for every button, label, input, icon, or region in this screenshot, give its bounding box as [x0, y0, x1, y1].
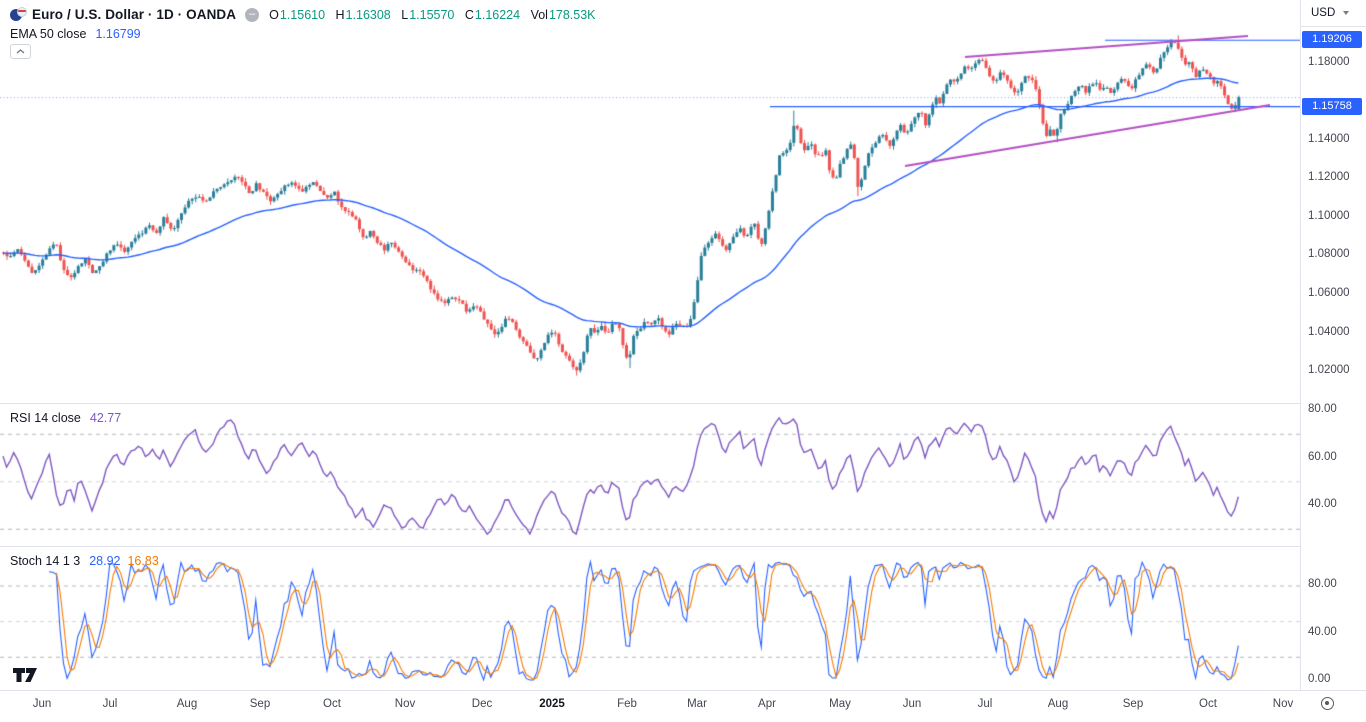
price-tick-label: 1.06000	[1308, 287, 1350, 299]
pane-separator[interactable]	[0, 403, 1366, 404]
price-tick-label: 1.04000	[1308, 325, 1350, 338]
time-tick-label: Mar	[687, 698, 707, 710]
ema-legend[interactable]: EMA 50 close 1.16799	[10, 27, 141, 41]
symbol-pair-icon	[10, 7, 27, 22]
time-tick-label: Aug	[1047, 698, 1069, 710]
price-tick-label: 1.02000	[1308, 364, 1350, 376]
stoch-d-value: 16.83	[127, 554, 159, 568]
stoch-tick-label: 0.00	[1308, 673, 1331, 686]
time-tick-label: Jun	[32, 698, 52, 710]
time-axis[interactable]: Jun Jul Aug Sep Oct Nov Dec 2025 Feb Mar Apr May Jun…	[0, 691, 1366, 722]
low-label: L	[401, 7, 409, 22]
high-label: H	[335, 7, 345, 22]
volume-value: 178.53K	[548, 7, 596, 22]
time-tick-label: May	[829, 698, 851, 710]
time-tick-label: Dec	[471, 698, 493, 710]
stoch-legend[interactable]: Stoch 14 1 3 28.92 16.83	[10, 554, 159, 568]
price-tick-label: 1.14000	[1308, 132, 1350, 145]
high-value: 1.16308	[345, 7, 391, 22]
price-tick-label: 1.12000	[1308, 171, 1350, 184]
time-tick-label: Oct	[323, 698, 341, 710]
volume-label: Vol	[530, 7, 548, 22]
rsi-legend[interactable]: RSI 14 close 42.77	[10, 411, 121, 425]
time-tick-label: Jul	[102, 698, 118, 710]
time-tick-label: Sep	[1122, 698, 1144, 710]
price-tick-label: 1.10000	[1308, 209, 1350, 222]
price-tick-label: 1.18000	[1308, 55, 1350, 68]
chevron-down-icon	[1343, 11, 1350, 15]
price-level-badge: 1.15758	[1302, 97, 1362, 115]
close-label: C	[464, 7, 474, 22]
time-tick-label: Aug	[176, 698, 198, 710]
market-status-icon: –	[245, 7, 260, 22]
ema-label: EMA 50 close	[10, 27, 87, 41]
ohlc-values: O1.15610 H1.16308 L1.15570 C1.16224 Vol1…	[269, 8, 595, 22]
collapse-legend-button[interactable]	[10, 44, 31, 59]
symbol-title[interactable]: Euro / U.S. Dollar · 1D · OANDA	[32, 7, 237, 22]
stoch-k-value: 28.92	[89, 554, 121, 568]
time-tick-label: Jul	[977, 698, 993, 710]
time-tick-label: Jun	[902, 698, 922, 710]
rsi-value: 42.77	[89, 411, 122, 425]
close-value: 1.16224	[474, 7, 521, 22]
chevron-up-icon	[16, 49, 25, 54]
currency-selector[interactable]: USD	[1301, 0, 1366, 27]
symbol-legend: Euro / U.S. Dollar · 1D · OANDA – O1.156…	[10, 7, 596, 22]
time-tick-label: Feb	[617, 698, 637, 710]
price-level-badge: 1.19206	[1302, 31, 1362, 49]
open-label: O	[269, 7, 279, 22]
price-tick-label: 1.08000	[1308, 248, 1350, 261]
stoch-tick-label: 80.00	[1308, 578, 1337, 591]
time-tick-label: Sep	[249, 698, 271, 710]
rsi-label: RSI 14 close	[10, 411, 81, 425]
price-axis[interactable]: USD 1.200001.180001.140001.120001.100001…	[1301, 0, 1366, 690]
time-tick-label: Apr	[758, 698, 776, 710]
time-tick-label: Nov	[1272, 698, 1294, 710]
pane-separator[interactable]	[0, 546, 1366, 547]
time-tick-label: Oct	[1199, 698, 1217, 710]
tradingview-logo[interactable]	[12, 667, 38, 683]
stoch-pane[interactable]	[0, 547, 1300, 690]
rsi-tick-label: 80.00	[1308, 403, 1337, 415]
price-axis-separator	[1300, 0, 1301, 690]
time-tick-label: Nov	[394, 698, 416, 710]
scroll-to-realtime-icon[interactable]	[1321, 697, 1334, 710]
ema-value: 1.16799	[95, 27, 141, 41]
time-axis-separator	[0, 690, 1366, 691]
rsi-tick-label: 60.00	[1308, 450, 1337, 463]
currency-label: USD	[1311, 7, 1336, 19]
stoch-tick-label: 40.00	[1308, 625, 1337, 638]
low-value: 1.15570	[409, 7, 455, 22]
rsi-tick-label: 40.00	[1308, 498, 1337, 510]
main-price-pane[interactable]	[0, 0, 1300, 403]
stoch-label: Stoch 14 1 3	[10, 554, 81, 568]
time-tick-label: 2025	[539, 698, 565, 710]
open-value: 1.15610	[279, 7, 326, 22]
rsi-pane[interactable]	[0, 404, 1300, 546]
